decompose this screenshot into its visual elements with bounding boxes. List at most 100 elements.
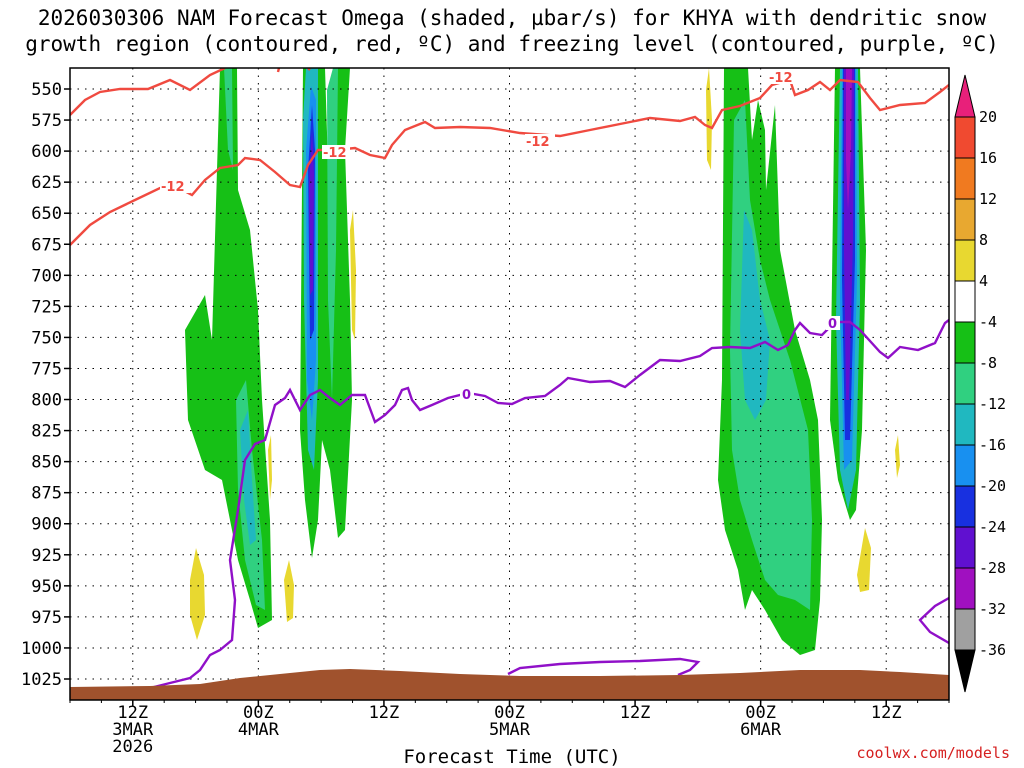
colorbar-label: -24 [979, 518, 1006, 536]
y-tick-label: 650 [31, 204, 62, 224]
colorbar-label: 12 [979, 190, 997, 208]
colorbar-bin [954, 444, 976, 487]
colorbar-bin [954, 608, 976, 651]
chart-title-line-1: 2026030306 NAM Forecast Omega (shaded, µ… [37, 6, 987, 30]
y-tick-label: 1000 [21, 639, 62, 659]
colorbar-label: -4 [979, 313, 997, 331]
y-tick-label: 625 [31, 173, 62, 193]
omega-region-yellow [284, 560, 294, 622]
x-tick-label: 12Z [369, 703, 400, 723]
x-tick-label: 12Z [871, 703, 902, 723]
contour-label-freezing: 0 [462, 388, 471, 403]
y-tick-label: 900 [31, 515, 62, 535]
colorbar-label: -16 [979, 436, 1006, 454]
colorbar-label: -12 [979, 395, 1006, 413]
colorbar-bin [954, 526, 976, 569]
y-tick-label: 950 [31, 577, 62, 597]
colorbar: 20 16 12 8 4 -4 -8 -12 -16 -20 -24 -28 -32 -36 [954, 74, 1006, 693]
colorbar-label: -28 [979, 559, 1006, 577]
contour-label-dendritic: -12 [526, 135, 550, 150]
y-tick-label: 875 [31, 484, 62, 504]
omega-region-teal [740, 210, 770, 420]
freezing-level-contour-right [918, 596, 949, 645]
dendritic-contour-mid [70, 78, 949, 246]
x-tick-label: 5MAR [489, 720, 531, 740]
colorbar-label: 8 [979, 231, 988, 249]
contours: -12 -12 -12 -12 0 0 [70, 68, 949, 690]
colorbar-cap-bottom [954, 649, 976, 693]
y-tick-label: 725 [31, 297, 62, 317]
y-tick-label: 575 [31, 111, 62, 131]
x-tick-label: 6MAR [740, 720, 782, 740]
omega-region-yellow [268, 435, 272, 500]
chart-title-line-2: growth region (contoured, red, ºC) and f… [25, 32, 999, 56]
freezing-level-contour-surface [507, 657, 701, 677]
colorbar-label: 20 [979, 108, 997, 126]
omega-region-yellow [350, 210, 356, 340]
colorbar-label: 4 [979, 272, 988, 290]
x-tick-label: 3MAR [112, 720, 154, 740]
y-tick-label: 550 [31, 80, 62, 100]
colorbar-label: -32 [979, 600, 1006, 618]
contour-label-bg [322, 145, 350, 159]
omega-region-cyan [224, 68, 233, 170]
contour-label-bg [525, 134, 555, 148]
colorbar-label: -20 [979, 477, 1006, 495]
colorbar-bin [954, 198, 976, 241]
y-tick-label: 750 [31, 328, 62, 348]
y-tick-label: 775 [31, 359, 62, 379]
contour-label-dendritic: -12 [323, 146, 347, 161]
y-tick-label: 825 [31, 422, 62, 442]
x-tick-label: 12Z [117, 703, 148, 723]
y-tick-label: 925 [31, 546, 62, 566]
omega-region-yellow [857, 528, 871, 592]
omega-shading [185, 68, 900, 655]
colorbar-bin [954, 403, 976, 446]
y-tick-label: 800 [31, 391, 62, 411]
colorbar-bin [954, 116, 976, 159]
x-tick-label: 2026 [112, 737, 153, 757]
colorbar-bin [954, 567, 976, 610]
contour-label-freezing: 0 [828, 317, 837, 332]
y-tick-label: 600 [31, 142, 62, 162]
x-tick-label: 12Z [620, 703, 651, 723]
omega-region-violet [846, 68, 852, 210]
watermark: coolwx.com/models [856, 744, 1010, 762]
omega-region-yellow [895, 435, 900, 478]
contour-label-bg [768, 70, 796, 84]
colorbar-bin [954, 239, 976, 282]
freezing-level-contour [149, 319, 949, 690]
x-tick-label: 4MAR [238, 720, 280, 740]
y-tick-label: 850 [31, 453, 62, 473]
y-tick-label: 975 [31, 608, 62, 628]
y-tick-label: 1025 [21, 670, 62, 690]
x-tick-label: 00Z [494, 703, 525, 723]
omega-region-yellow [190, 548, 205, 640]
x-tick-label: 00Z [243, 703, 274, 723]
colorbar-label: -36 [979, 641, 1006, 659]
x-axis-label: Forecast Time (UTC) [403, 746, 621, 768]
colorbar-label: 16 [979, 149, 997, 167]
contour-label-dendritic: -12 [769, 71, 793, 86]
colorbar-bin [954, 362, 976, 405]
omega-region-indigo [309, 130, 314, 295]
grid-lines [70, 68, 949, 700]
terrain-ground [70, 669, 949, 700]
y-tick-label: 675 [31, 235, 62, 255]
contour-label-bg [160, 179, 190, 193]
omega-region-teal [240, 410, 256, 545]
colorbar-bin [954, 321, 976, 364]
colorbar-cap-top [954, 74, 976, 118]
omega-region-yellow [706, 68, 712, 170]
contour-label-bg [826, 316, 840, 330]
colorbar-bin [954, 485, 976, 528]
colorbar-bin [954, 157, 976, 200]
contour-label-bg [460, 387, 474, 401]
x-tick-label: 00Z [745, 703, 776, 723]
y-tick-label: 700 [31, 266, 62, 286]
colorbar-label: -8 [979, 354, 997, 372]
y-axis: 550 575 600 625 650 675 700 725 750 775 800 825 850 8… [21, 80, 70, 690]
contour-label-dendritic: -12 [161, 180, 185, 195]
